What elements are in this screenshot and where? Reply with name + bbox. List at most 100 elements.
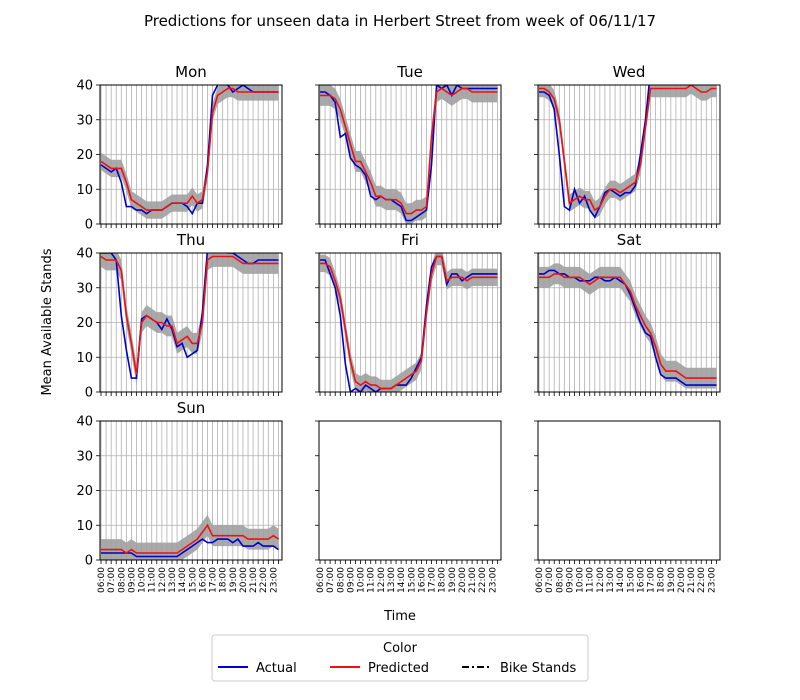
subplot-title: Sun (177, 399, 206, 417)
predicted-series-line (320, 87, 498, 215)
legend-frame (211, 634, 589, 682)
x-tick-label: 06:00 (97, 567, 107, 593)
y-axis-label: Mean Available Stands (40, 248, 55, 395)
x-tick-label: 11:00 (586, 567, 596, 593)
x-tick-label: 09:00 (127, 567, 137, 593)
subplot-title: Fri (401, 231, 419, 249)
x-tick-label: 13:00 (168, 567, 178, 593)
prediction-band (539, 263, 717, 389)
x-tick-label: 07:00 (107, 567, 117, 593)
prediction-band (101, 85, 279, 219)
grid (538, 84, 720, 225)
legend-predicted-label: Predicted (368, 661, 429, 676)
x-tick-label: 17:00 (209, 567, 219, 593)
x-tick-label: 11:00 (148, 567, 158, 593)
subplot-fri: Fri (315, 231, 502, 396)
x-tick-label: 11:00 (367, 567, 377, 593)
x-tick-label: 10:00 (138, 567, 148, 593)
y-tick-label: 0 (85, 554, 93, 569)
prediction-band (539, 85, 717, 219)
x-tick-label: 18:00 (657, 567, 667, 593)
x-tick-label: 12:00 (596, 567, 606, 593)
actual-series-line (100, 85, 279, 216)
actual-series-line (320, 85, 498, 222)
prediction-band (320, 85, 498, 224)
x-tick-label: 20:00 (458, 567, 468, 593)
subplot-title: Mon (175, 63, 207, 81)
x-tick-label: 23:00 (269, 567, 279, 593)
y-tick-label: 30 (76, 113, 93, 128)
x-tick-label: 13:00 (387, 567, 397, 593)
y-tick-label: 30 (76, 281, 93, 296)
y-tick-label: 10 (76, 183, 93, 198)
x-tick-label: 20:00 (239, 567, 249, 593)
x-tick-label: 06:00 (535, 567, 545, 593)
x-tick-label: 07:00 (326, 567, 336, 593)
predicted-series-line (100, 255, 279, 375)
predicted-series-line (100, 87, 279, 211)
x-tick-label: 22:00 (259, 567, 269, 593)
subplot-title: Sat (617, 231, 642, 249)
x-tick-label: 15:00 (188, 567, 198, 593)
x-tick-label: 08:00 (117, 567, 127, 593)
y-tick-label: 20 (76, 484, 93, 499)
subplot-empty-8: 06:00 07:00 08:00 09:00 10:00 11:00 12:00 13:00… (534, 420, 721, 593)
legend-title: Color (383, 641, 418, 656)
subplot-title: Wed (613, 63, 646, 81)
y-tick-label: 40 (76, 79, 93, 94)
x-tick-label: 21:00 (687, 567, 697, 593)
x-tick-label: 08:00 (336, 567, 346, 593)
x-tick-label: 18:00 (219, 567, 229, 593)
x-tick-label: 20:00 (677, 567, 687, 593)
x-tick-label: 12:00 (158, 567, 168, 593)
subplot-sat: Sat (534, 231, 721, 396)
y-tick-label: 20 (76, 316, 93, 331)
prediction-band (101, 253, 279, 386)
subplot-empty-7: 06:00 07:00 08:00 09:00 10:00 11:00 12:00 13:00… (315, 420, 502, 593)
x-tick-label: 23:00 (707, 567, 717, 593)
x-tick-label: 09:00 (565, 567, 575, 593)
x-tick-label: 15:00 (407, 567, 417, 593)
x-tick-label: 12:00 (377, 567, 387, 593)
actual-series-line (539, 85, 650, 219)
subplot-grid: Mon 0 10 20 30 40 Tue Wed Thu 0 10 20 30 40 Fri Sat Sun 0… (76, 63, 721, 593)
y-tick-label: 20 (76, 148, 93, 163)
x-tick-label: 06:00 (316, 567, 326, 593)
y-tick-label: 0 (85, 218, 93, 233)
y-tick-label: 40 (76, 415, 93, 430)
predicted-series-line (539, 273, 717, 379)
legend-bike-stands-label: Bike Stands (500, 661, 577, 676)
x-tick-label: 22:00 (697, 567, 707, 593)
y-tick-label: 30 (76, 449, 93, 464)
y-tick-label: 10 (76, 519, 93, 534)
x-tick-label: 23:00 (488, 567, 498, 593)
x-tick-label: 14:00 (397, 567, 407, 593)
y-tick-label: 0 (85, 386, 93, 401)
x-tick-label: 21:00 (468, 567, 478, 593)
subplot-wed: Wed (534, 63, 721, 228)
x-tick-label: 08:00 (555, 567, 565, 593)
x-tick-label: 14:00 (178, 567, 188, 593)
actual-series-line (320, 255, 498, 392)
x-tick-label: 15:00 (626, 567, 636, 593)
predicted-series-line (539, 85, 717, 212)
axes-frame (537, 420, 721, 561)
subplot-mon: Mon 0 10 20 30 40 (76, 63, 283, 233)
x-tick-label: 16:00 (636, 567, 646, 593)
x-tick-label: 16:00 (198, 567, 208, 593)
x-tick-label: 17:00 (647, 567, 657, 593)
x-tick-label: 22:00 (478, 567, 488, 593)
subplot-thu: Thu 0 10 20 30 40 (76, 231, 283, 401)
x-tick-label: 10:00 (576, 567, 586, 593)
y-tick-label: 10 (76, 351, 93, 366)
x-tick-label: 13:00 (606, 567, 616, 593)
x-axis-label: Time (383, 609, 416, 624)
legend: Color Actual Predicted Bike Stands (211, 634, 589, 682)
x-tick-label: 09:00 (346, 567, 356, 593)
x-tick-label: 16:00 (417, 567, 427, 593)
x-tick-label: 19:00 (229, 567, 239, 593)
x-tick-label: 17:00 (428, 567, 438, 593)
axes-frame (318, 420, 502, 561)
subplot-tue: Tue (315, 63, 502, 228)
